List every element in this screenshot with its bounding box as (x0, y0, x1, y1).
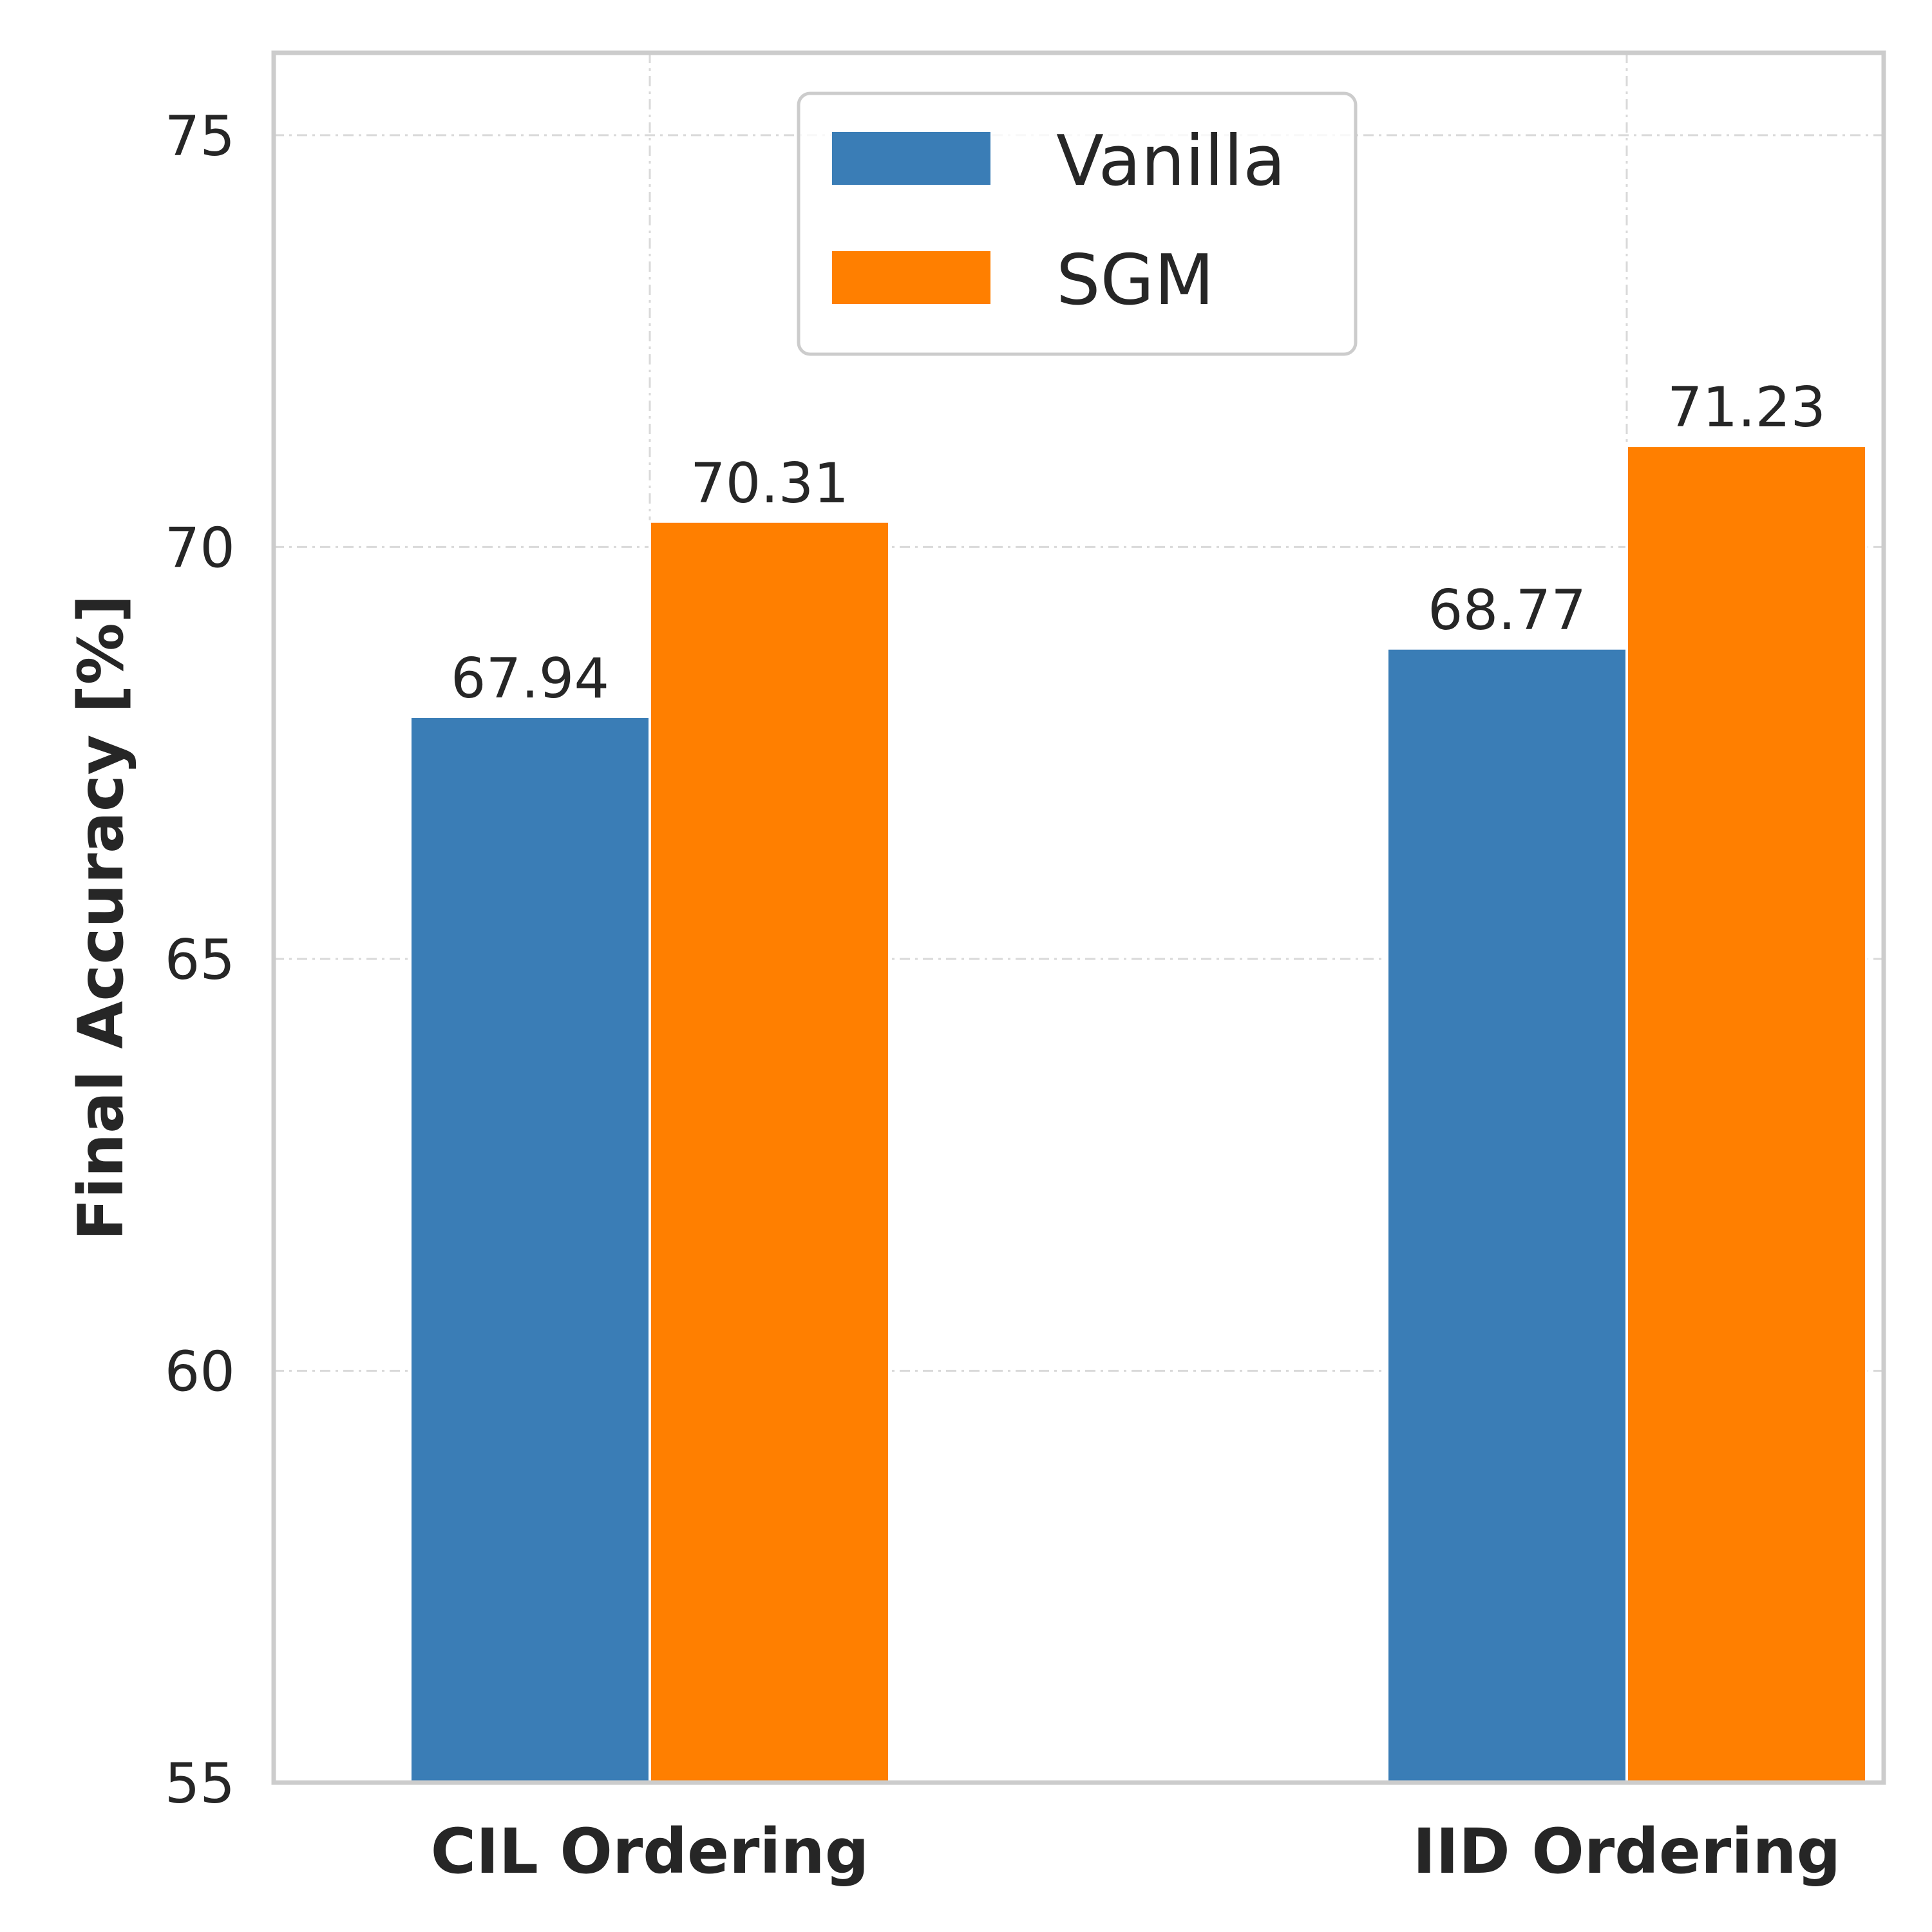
y-tick-label: 70 (165, 516, 235, 580)
value-label-sgm: 71.23 (1667, 375, 1826, 440)
value-label-sgm: 70.31 (690, 451, 849, 516)
x-tick-label: CIL Ordering (431, 1815, 869, 1888)
y-tick-label: 55 (165, 1752, 235, 1816)
bar-sgm (1625, 444, 1868, 1784)
y-tick-label: 65 (165, 928, 235, 992)
value-labels: 67.94 68.77 70.31 71.23 (451, 375, 1826, 711)
x-tick-labels: CIL Ordering IID Ordering (431, 1815, 1841, 1888)
bar-vanilla (409, 715, 651, 1784)
legend-swatch-sgm (832, 251, 990, 304)
y-tick-label: 75 (165, 104, 235, 169)
x-tick-label: IID Ordering (1413, 1815, 1841, 1888)
y-tick-label: 60 (165, 1340, 235, 1404)
legend-swatch-vanilla (832, 132, 990, 185)
plot-frame (271, 50, 1886, 1785)
value-label-vanilla: 68.77 (1428, 578, 1586, 643)
value-label-vanilla: 67.94 (451, 647, 609, 711)
bar-sgm (649, 520, 891, 1784)
bars (409, 444, 1868, 1784)
legend: Vanilla SGM (797, 91, 1358, 356)
bar-vanilla (1386, 647, 1628, 1784)
legend-label-vanilla: Vanilla (1056, 121, 1285, 202)
y-tick-labels: 55 60 65 70 75 (165, 104, 235, 1816)
y-axis-label: Final Accuracy [%] (65, 594, 137, 1240)
legend-label-sgm: SGM (1056, 240, 1214, 321)
